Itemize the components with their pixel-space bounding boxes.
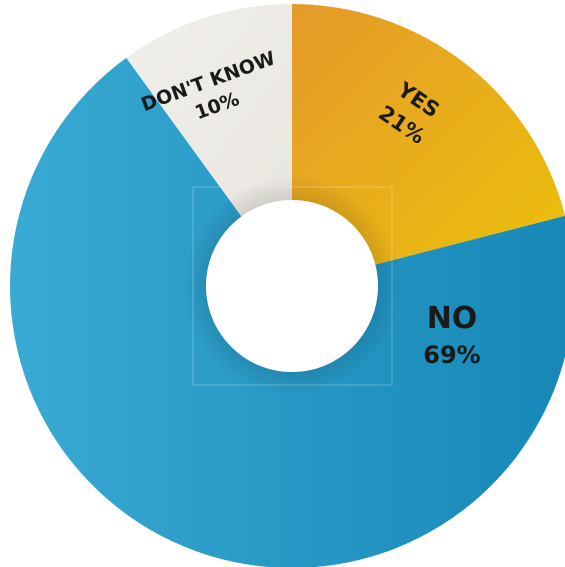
slice-label-no: NO 69% xyxy=(423,301,480,369)
slices-layer xyxy=(10,4,565,567)
slice-yes xyxy=(292,4,565,265)
center-frame xyxy=(192,186,393,386)
center-hole xyxy=(206,200,378,372)
slice-label-no-name: NO xyxy=(427,301,478,336)
slice-label-no-value: 69% xyxy=(423,341,480,369)
slice-dontknow xyxy=(126,4,292,217)
slice-no xyxy=(10,57,565,567)
